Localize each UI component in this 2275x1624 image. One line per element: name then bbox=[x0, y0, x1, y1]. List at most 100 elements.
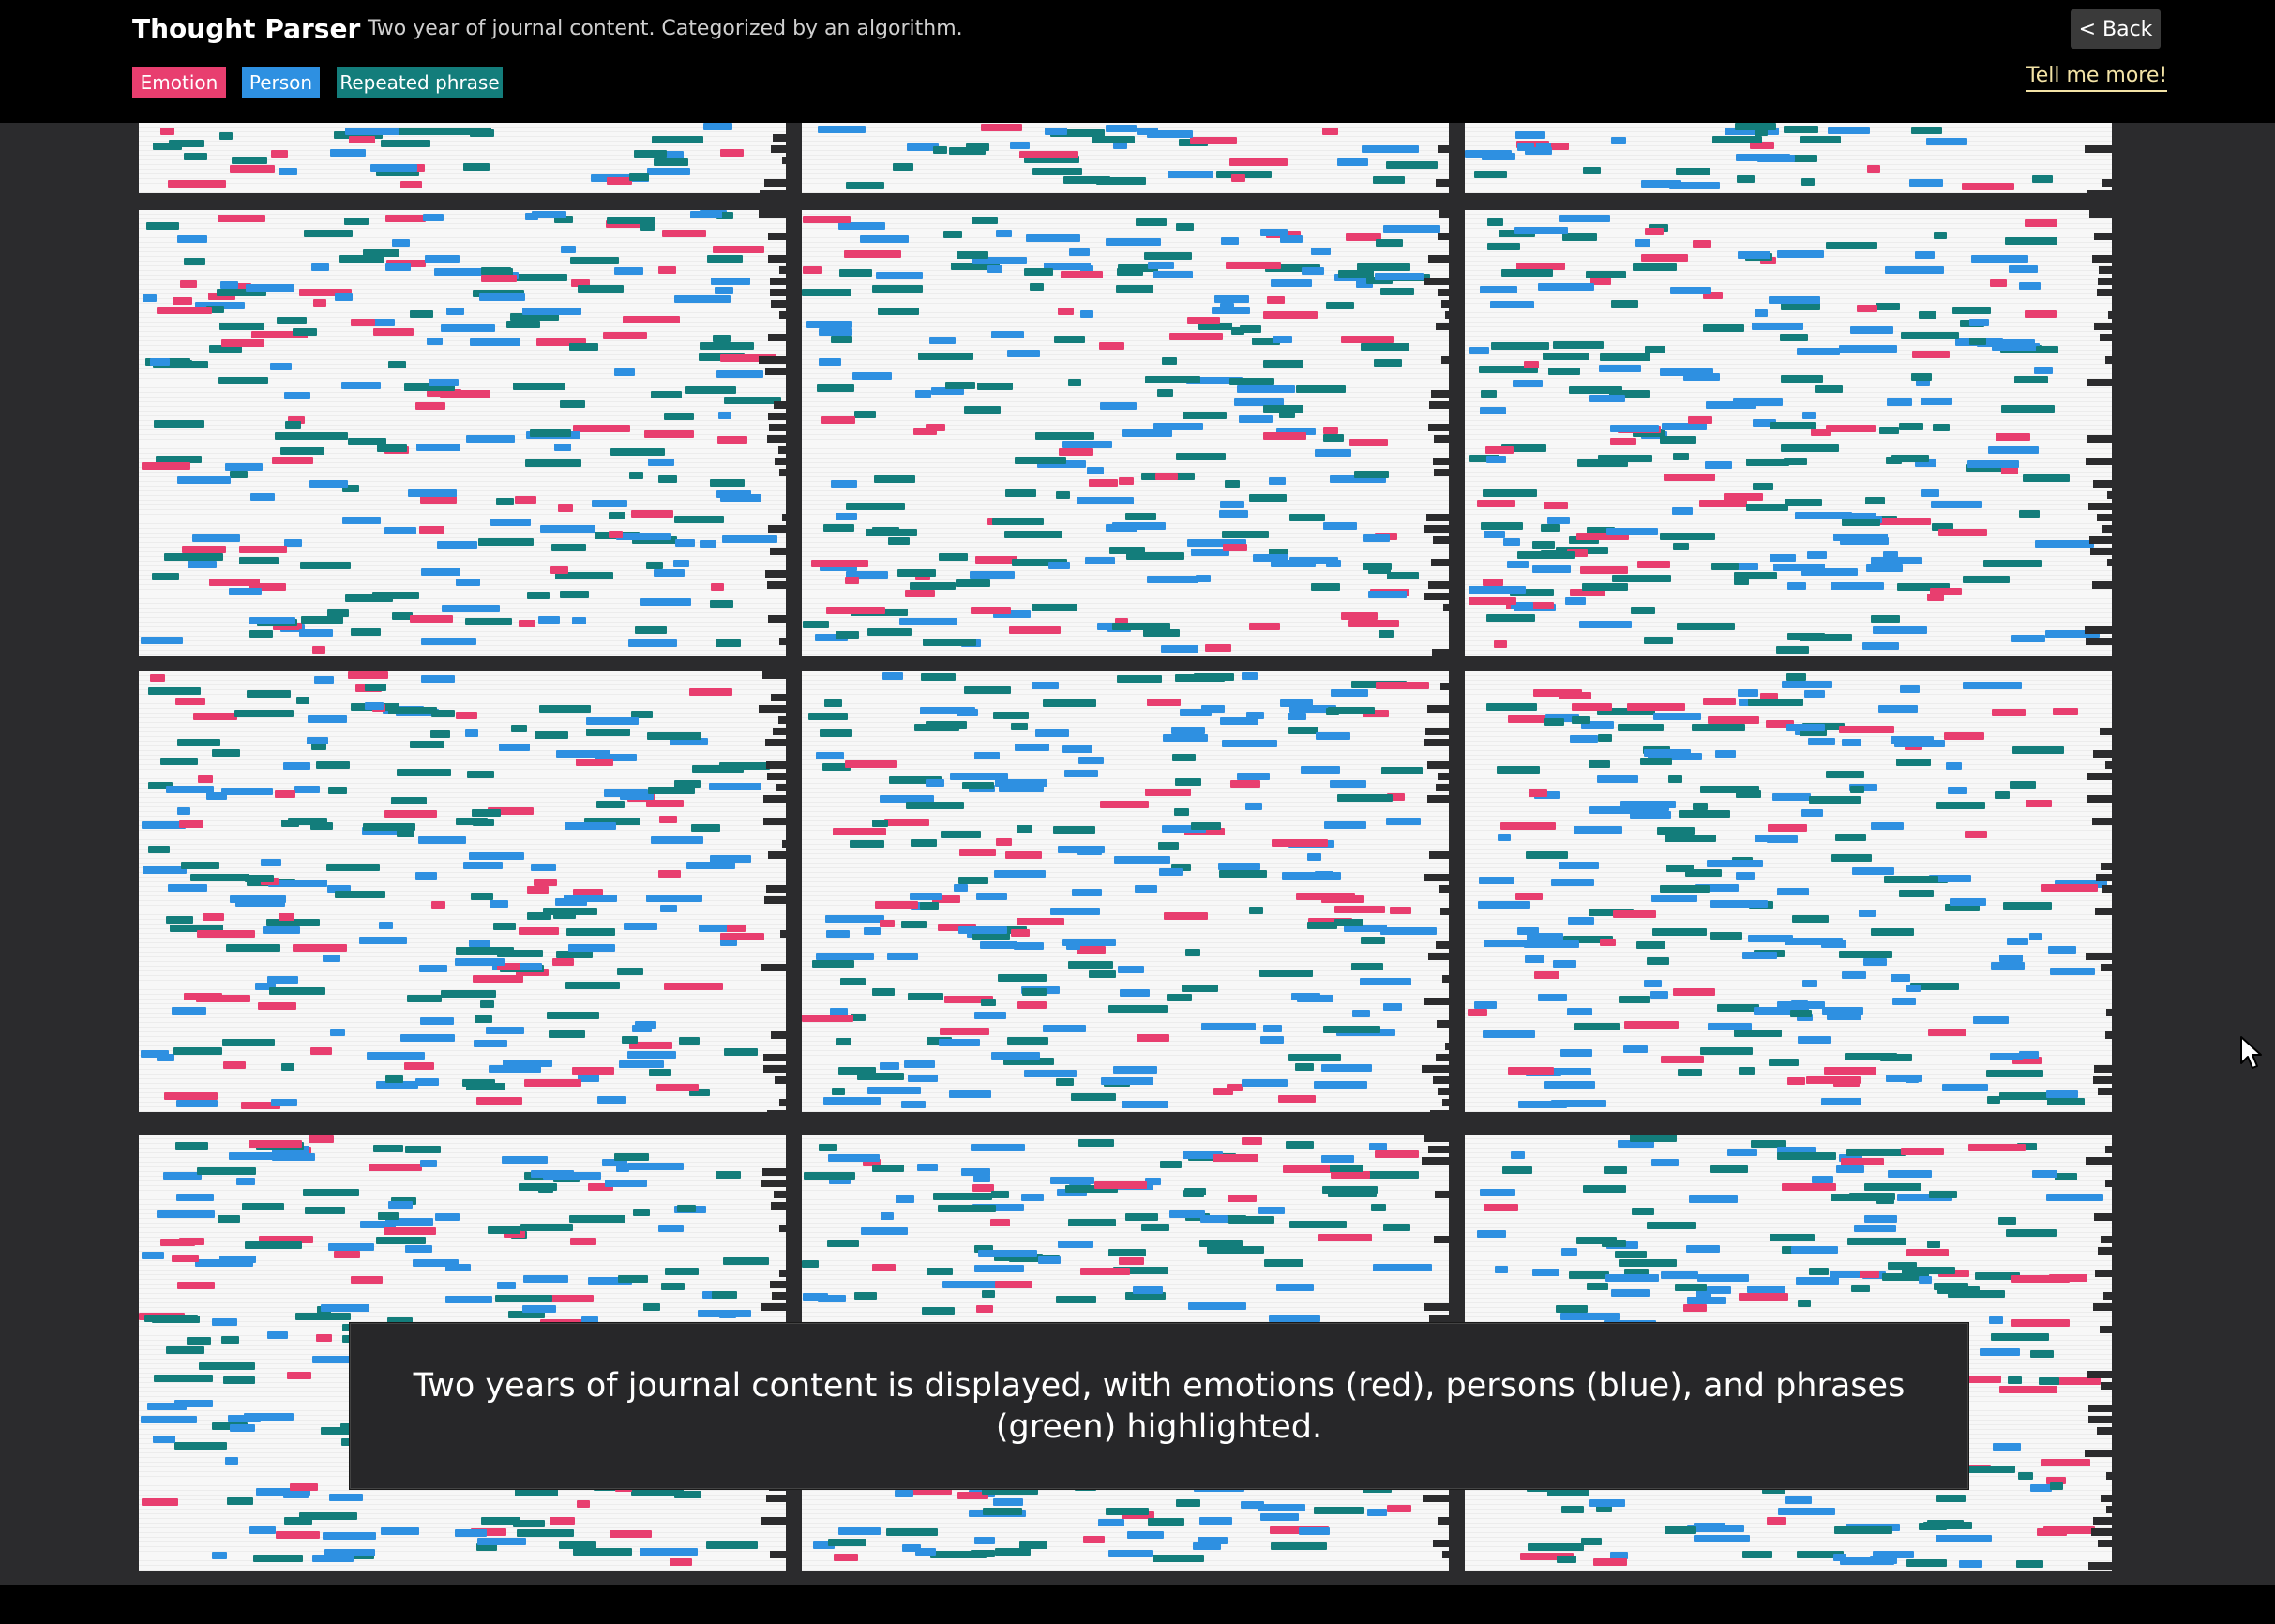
highlight-mark bbox=[1959, 1560, 1982, 1568]
highlight-mark bbox=[2025, 219, 2057, 227]
highlight-mark bbox=[1587, 1283, 1608, 1290]
highlight-mark bbox=[1567, 1008, 1592, 1015]
ragged-edge bbox=[1438, 289, 1449, 296]
highlight-mark bbox=[617, 968, 643, 975]
ragged-edge bbox=[775, 1076, 786, 1084]
highlight-mark bbox=[977, 383, 1013, 390]
highlight-mark bbox=[2049, 1274, 2087, 1282]
highlight-mark bbox=[1299, 1527, 1330, 1535]
highlight-mark bbox=[1561, 1506, 1584, 1513]
highlight-mark bbox=[1078, 1139, 1114, 1147]
highlight-mark bbox=[312, 1356, 371, 1363]
highlight-mark bbox=[872, 988, 895, 996]
highlight-mark bbox=[700, 342, 754, 350]
highlight-mark bbox=[1231, 327, 1244, 335]
highlight-mark bbox=[1760, 693, 1778, 700]
highlight-mark bbox=[1062, 441, 1112, 448]
highlight-mark bbox=[1383, 225, 1440, 233]
legend-person[interactable]: Person bbox=[242, 67, 320, 98]
highlight-mark bbox=[1693, 240, 1711, 248]
highlight-mark bbox=[551, 544, 586, 551]
highlight-mark bbox=[629, 472, 643, 479]
highlight-mark bbox=[267, 1331, 288, 1339]
ragged-edge bbox=[2101, 1236, 2112, 1243]
highlight-mark bbox=[1183, 1190, 1204, 1197]
highlight-mark bbox=[169, 140, 204, 147]
back-button[interactable]: < Back bbox=[2071, 9, 2161, 49]
ragged-edge bbox=[1422, 1065, 1449, 1073]
highlight-mark bbox=[174, 1400, 213, 1407]
highlight-mark bbox=[272, 1146, 309, 1153]
legend-repeated-phrase[interactable]: Repeated phrase bbox=[337, 67, 503, 98]
highlight-mark bbox=[692, 765, 744, 773]
highlight-mark bbox=[1927, 594, 1944, 601]
highlight-mark bbox=[1992, 343, 2040, 351]
highlight-mark bbox=[552, 958, 574, 966]
highlight-mark bbox=[1624, 1021, 1679, 1029]
highlight-mark bbox=[410, 310, 433, 318]
highlight-mark bbox=[1618, 1140, 1654, 1148]
highlight-mark bbox=[1962, 1376, 2001, 1383]
highlight-mark bbox=[1602, 1240, 1626, 1247]
highlight-mark bbox=[710, 479, 745, 487]
header-bar: Thought Parser Two year of journal conte… bbox=[0, 0, 2275, 123]
highlight-mark bbox=[1888, 1170, 1932, 1178]
highlight-mark bbox=[609, 531, 623, 538]
highlight-mark bbox=[268, 880, 327, 887]
highlight-mark bbox=[1044, 263, 1091, 270]
highlight-mark bbox=[400, 181, 422, 188]
highlight-mark bbox=[1083, 1536, 1105, 1543]
highlight-mark bbox=[592, 500, 627, 507]
highlight-mark bbox=[1688, 416, 1712, 424]
ragged-edge bbox=[771, 145, 786, 153]
highlight-mark bbox=[1931, 501, 1982, 508]
highlight-mark bbox=[434, 268, 489, 276]
highlight-mark bbox=[463, 862, 503, 869]
highlight-mark bbox=[664, 983, 723, 990]
highlight-mark bbox=[1770, 422, 1816, 429]
highlight-mark bbox=[1873, 1551, 1914, 1558]
highlight-mark bbox=[1892, 998, 1916, 1005]
highlight-mark bbox=[1733, 398, 1783, 406]
highlight-mark bbox=[1352, 1010, 1370, 1017]
highlight-mark bbox=[1386, 161, 1438, 169]
highlight-mark bbox=[1376, 682, 1429, 689]
highlight-mark bbox=[280, 447, 324, 455]
highlight-mark bbox=[565, 822, 616, 830]
highlight-mark bbox=[516, 969, 549, 976]
highlight-mark bbox=[1871, 615, 1900, 623]
highlight-mark bbox=[1787, 1077, 1805, 1085]
highlight-mark bbox=[1201, 1023, 1256, 1030]
highlight-mark bbox=[475, 1015, 492, 1023]
highlight-mark bbox=[1242, 1137, 1262, 1145]
highlight-mark bbox=[962, 782, 994, 789]
highlight-mark bbox=[1797, 1551, 1844, 1558]
highlight-mark bbox=[1015, 744, 1049, 751]
highlight-mark bbox=[1619, 996, 1650, 1003]
ragged-edge bbox=[2103, 1292, 2112, 1300]
ragged-edge bbox=[1436, 784, 1449, 791]
highlight-mark bbox=[700, 540, 716, 548]
ragged-edge bbox=[765, 739, 786, 746]
highlight-mark bbox=[1162, 357, 1177, 365]
highlight-mark bbox=[1589, 760, 1610, 768]
highlight-mark bbox=[658, 870, 681, 878]
tell-me-more-link[interactable]: Tell me more! bbox=[2026, 64, 2168, 92]
highlight-mark bbox=[456, 712, 477, 719]
ragged-edge bbox=[768, 615, 786, 623]
highlight-mark bbox=[1921, 398, 1952, 405]
highlight-mark bbox=[1229, 158, 1288, 166]
highlight-mark bbox=[1066, 942, 1080, 950]
highlight-mark bbox=[823, 524, 854, 532]
highlight-mark bbox=[287, 1372, 311, 1379]
highlight-mark bbox=[2009, 265, 2038, 273]
legend-emotion[interactable]: Emotion bbox=[132, 67, 226, 98]
highlight-mark bbox=[531, 1170, 574, 1178]
highlight-mark bbox=[1632, 1208, 1654, 1215]
highlight-mark bbox=[1341, 336, 1394, 343]
highlight-mark bbox=[1363, 563, 1392, 570]
highlight-mark bbox=[665, 1268, 699, 1275]
highlight-mark bbox=[1161, 645, 1198, 653]
highlight-mark bbox=[863, 1159, 881, 1166]
highlight-mark bbox=[455, 958, 505, 966]
